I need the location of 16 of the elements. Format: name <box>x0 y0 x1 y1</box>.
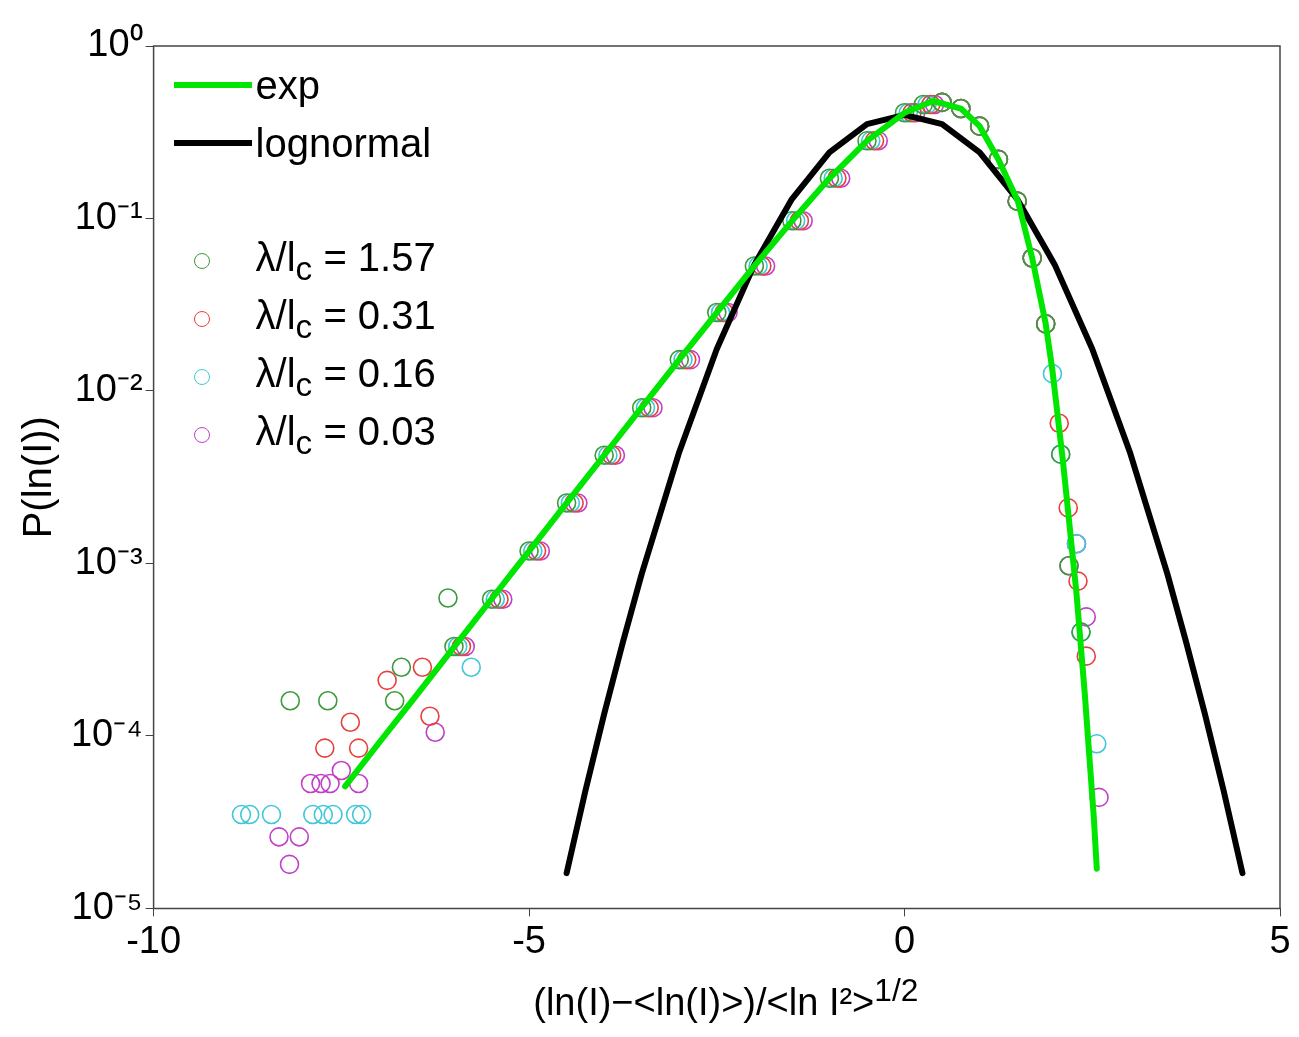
y-tick-label: 10⁻¹ <box>74 194 143 237</box>
legend-label: λ/l$_{c}$ = 1.57 <box>255 234 436 288</box>
legend-label: lognormal <box>255 120 432 166</box>
y-axis-title: P(ln(I)) <box>15 416 60 539</box>
legend-label: λ/l$_{c}$ = 0.16 <box>255 350 436 404</box>
legend-label: λ/l$_{c}$ = 0.31 <box>255 292 436 346</box>
x-tick-label: 5 <box>1269 918 1291 961</box>
legend-label: λ/l$_{c}$ = 0.03 <box>255 408 436 462</box>
y-tick-label: 10⁰ <box>87 22 143 65</box>
x-tick-label: -5 <box>512 918 546 961</box>
x-tick-label: 0 <box>893 918 916 961</box>
y-tick-label: 10⁻³ <box>74 539 143 582</box>
y-tick-label: 10⁻⁴ <box>70 712 143 755</box>
x-axis-title: (ln(I)−<ln(I)>)/<ln I²>$^{1/2}$ <box>532 972 920 1024</box>
legend-label: exp <box>255 62 321 108</box>
y-tick-label: 10⁻² <box>74 367 143 410</box>
